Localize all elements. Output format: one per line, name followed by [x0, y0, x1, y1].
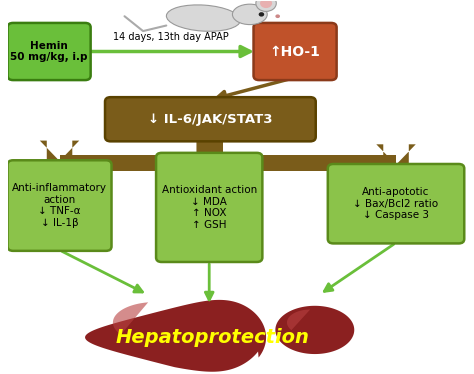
Text: Hepatoprotection: Hepatoprotection — [116, 328, 310, 347]
Polygon shape — [85, 300, 266, 372]
FancyBboxPatch shape — [254, 23, 337, 80]
Text: ↑HO-1: ↑HO-1 — [270, 45, 320, 58]
Text: Hemin
50 mg/kg, i.p: Hemin 50 mg/kg, i.p — [10, 41, 88, 62]
Ellipse shape — [232, 4, 267, 25]
FancyArrow shape — [198, 137, 223, 163]
FancyBboxPatch shape — [328, 164, 464, 243]
Polygon shape — [190, 133, 229, 171]
Polygon shape — [287, 310, 310, 330]
Ellipse shape — [166, 5, 240, 31]
Polygon shape — [113, 302, 148, 334]
Circle shape — [275, 14, 280, 18]
FancyBboxPatch shape — [105, 97, 316, 141]
Polygon shape — [376, 144, 416, 171]
FancyBboxPatch shape — [8, 23, 91, 80]
Polygon shape — [40, 141, 79, 171]
FancyBboxPatch shape — [156, 153, 263, 262]
Circle shape — [259, 12, 264, 16]
Text: Anti-inflammatory
action
↓ TNF-α
↓ IL-1β: Anti-inflammatory action ↓ TNF-α ↓ IL-1β — [12, 183, 107, 228]
FancyBboxPatch shape — [8, 160, 111, 251]
Circle shape — [256, 0, 276, 12]
FancyArrow shape — [60, 154, 396, 171]
Text: 14 days, 13th day APAP: 14 days, 13th day APAP — [113, 32, 229, 42]
Text: Anti-apototic
↓ Bax/Bcl2 ratio
↓ Caspase 3: Anti-apototic ↓ Bax/Bcl2 ratio ↓ Caspase… — [354, 187, 438, 220]
Text: ↓ IL-6/JAK/STAT3: ↓ IL-6/JAK/STAT3 — [148, 113, 273, 126]
Circle shape — [260, 0, 272, 8]
Polygon shape — [275, 306, 354, 354]
Text: Antioxidant action
↓ MDA
↑ NOX
↑ GSH: Antioxidant action ↓ MDA ↑ NOX ↑ GSH — [162, 185, 257, 230]
